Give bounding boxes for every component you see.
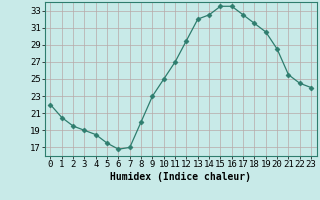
X-axis label: Humidex (Indice chaleur): Humidex (Indice chaleur) [110,172,251,182]
